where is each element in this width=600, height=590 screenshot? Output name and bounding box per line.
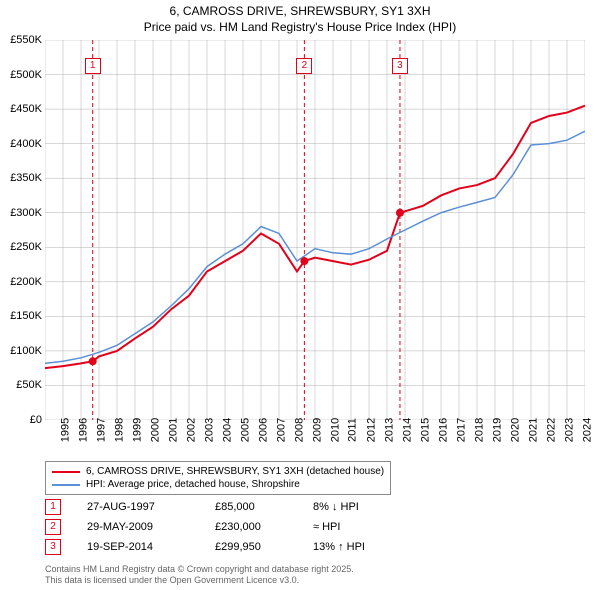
x-tick-label: 1995 [59,418,71,442]
x-axis-labels: 1995199619971998199920002001200220032004… [45,422,585,462]
sale-marker-3: 3 [392,58,408,74]
sale-number-box: 1 [45,499,61,515]
y-tick-label: £50K [16,379,42,391]
y-tick-label: £500K [10,69,42,81]
x-tick-label: 2004 [221,418,233,442]
x-tick-label: 2008 [293,418,305,442]
footer-line-1: Contains HM Land Registry data © Crown c… [45,564,354,575]
x-tick-label: 2012 [365,418,377,442]
legend: 6, CAMROSS DRIVE, SHREWSBURY, SY1 3XH (d… [45,461,391,495]
x-tick-label: 1996 [77,418,89,442]
sale-price: £299,950 [215,541,295,553]
y-tick-label: £300K [10,207,42,219]
sale-price: £230,000 [215,521,295,533]
x-tick-label: 2017 [455,418,467,442]
x-tick-label: 2007 [275,418,287,442]
legend-item: HPI: Average price, detached house, Shro… [52,478,384,491]
sale-diff: 8% ↓ HPI [313,501,433,513]
sale-events: 1 27-AUG-1997 £85,000 8% ↓ HPI 2 29-MAY-2009 £… [45,497,433,557]
chart-title: 6, CAMROSS DRIVE, SHREWSBURY, SY1 3XH Pr… [0,0,600,35]
x-tick-label: 2023 [563,418,575,442]
title-line-2: Price paid vs. HM Land Registry's House … [0,20,600,36]
sale-price: £85,000 [215,501,295,513]
sale-date: 19-SEP-2014 [87,541,197,553]
x-tick-label: 2014 [401,418,413,442]
x-tick-label: 2006 [257,418,269,442]
legend-swatch [52,484,80,486]
x-tick-label: 2024 [581,418,593,442]
x-tick-label: 2010 [329,418,341,442]
sale-row: 3 19-SEP-2014 £299,950 13% ↑ HPI [45,537,433,557]
y-tick-label: £400K [10,138,42,150]
y-tick-label: £550K [10,34,42,46]
y-tick-label: £100K [10,345,42,357]
sale-row: 1 27-AUG-1997 £85,000 8% ↓ HPI [45,497,433,517]
x-tick-label: 1998 [113,418,125,442]
sale-marker-2: 2 [296,58,312,74]
y-axis-labels: £0£50K£100K£150K£200K£250K£300K£350K£400… [0,40,44,420]
x-tick-label: 2000 [149,418,161,442]
x-tick-label: 2016 [437,418,449,442]
plot-area: 1 2 3 [45,40,585,420]
sale-marker-1: 1 [85,58,101,74]
sale-number-box: 3 [45,539,61,555]
y-tick-label: £150K [10,310,42,322]
x-tick-label: 2019 [491,418,503,442]
x-tick-label: 2013 [383,418,395,442]
title-line-1: 6, CAMROSS DRIVE, SHREWSBURY, SY1 3XH [0,4,600,20]
legend-label: 6, CAMROSS DRIVE, SHREWSBURY, SY1 3XH (d… [86,465,384,478]
x-tick-label: 2011 [347,418,359,442]
x-tick-label: 2021 [527,418,539,442]
chart-footer: Contains HM Land Registry data © Crown c… [45,564,354,586]
x-tick-label: 2003 [203,418,215,442]
x-tick-label: 2020 [509,418,521,442]
x-tick-label: 2009 [311,418,323,442]
chart-svg [45,40,585,420]
chart-container: 6, CAMROSS DRIVE, SHREWSBURY, SY1 3XH Pr… [0,0,600,590]
x-tick-label: 2005 [239,418,251,442]
sale-diff: 13% ↑ HPI [313,541,433,553]
y-tick-label: £450K [10,103,42,115]
footer-line-2: This data is licensed under the Open Gov… [45,575,354,586]
legend-swatch [52,471,80,473]
sale-row: 2 29-MAY-2009 £230,000 ≈ HPI [45,517,433,537]
sale-date: 27-AUG-1997 [87,501,197,513]
sale-number-box: 2 [45,519,61,535]
x-tick-label: 2001 [167,418,179,442]
x-tick-label: 2022 [545,418,557,442]
x-tick-label: 1997 [95,418,107,442]
sale-diff: ≈ HPI [313,521,433,533]
legend-item: 6, CAMROSS DRIVE, SHREWSBURY, SY1 3XH (d… [52,465,384,478]
x-tick-label: 2018 [473,418,485,442]
y-tick-label: £200K [10,276,42,288]
x-tick-label: 2015 [419,418,431,442]
legend-label: HPI: Average price, detached house, Shro… [86,478,300,491]
x-tick-label: 2002 [185,418,197,442]
x-tick-label: 1999 [131,418,143,442]
sale-date: 29-MAY-2009 [87,521,197,533]
y-tick-label: £250K [10,241,42,253]
y-tick-label: £350K [10,172,42,184]
y-tick-label: £0 [30,414,42,426]
